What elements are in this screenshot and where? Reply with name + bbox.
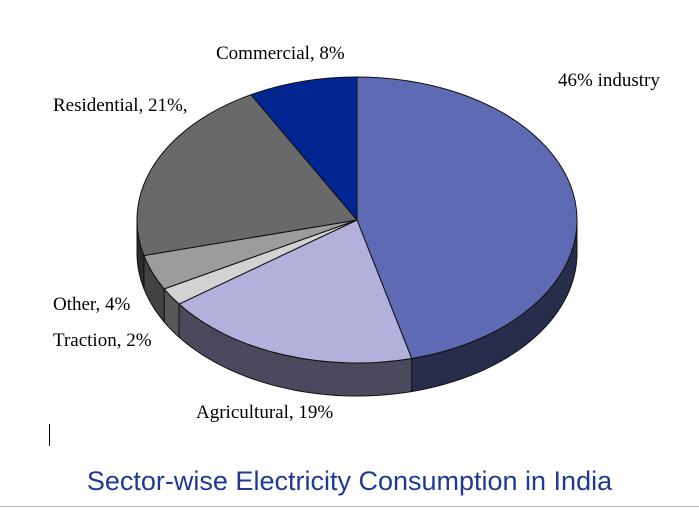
slice-label-commercial: Commercial, 8% xyxy=(216,43,345,64)
pie-slice-industry xyxy=(356,76,578,360)
slice-label-industry: 46% industry xyxy=(558,70,660,91)
slice-label-residential: Residential, 21%, xyxy=(53,95,188,116)
pie-labels: 46% industry Agricultural, 19% Traction,… xyxy=(53,43,660,423)
chart-caption: Sector-wise Electricity Consumption in I… xyxy=(86,466,613,496)
page-divider xyxy=(0,506,699,507)
pie-tops xyxy=(136,76,578,364)
pie-slice-agricultural xyxy=(178,219,413,364)
pie-slice-commercial xyxy=(250,76,358,222)
text-cursor xyxy=(49,424,50,446)
pie-slice-residential xyxy=(136,94,358,257)
slice-label-agricultural: Agricultural, 19% xyxy=(196,402,333,423)
slice-label-traction: Traction, 2% xyxy=(53,330,152,351)
slice-label-other: Other, 4% xyxy=(53,294,130,315)
